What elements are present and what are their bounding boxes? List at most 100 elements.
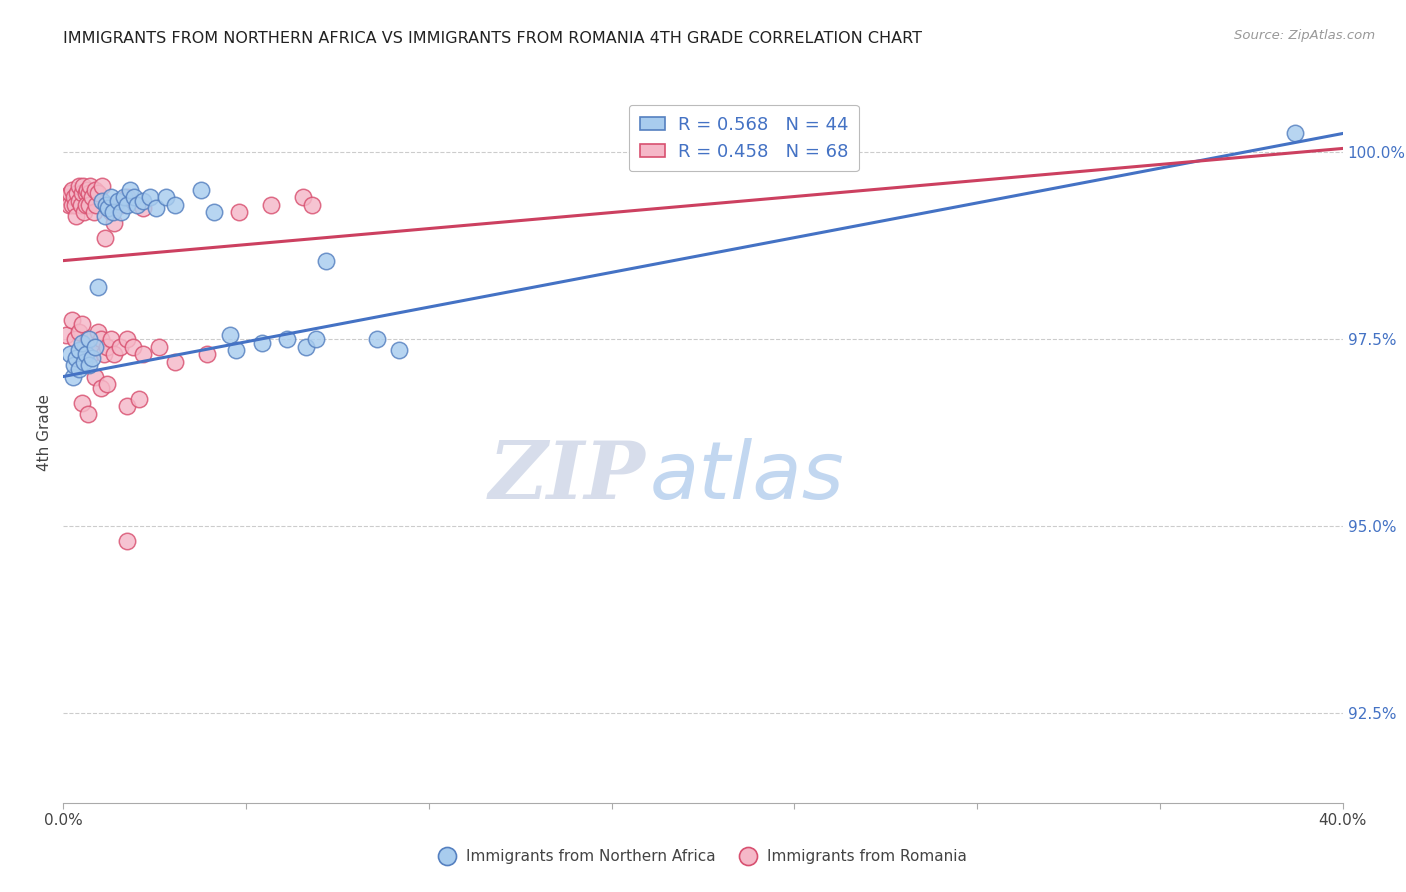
Point xyxy=(77,359,100,373)
Point xyxy=(225,343,247,358)
Point xyxy=(60,313,83,327)
Point xyxy=(94,209,117,223)
Point xyxy=(67,178,90,193)
Point xyxy=(87,186,110,201)
Point xyxy=(90,381,112,395)
Point xyxy=(77,186,100,201)
Point xyxy=(155,190,177,204)
Point xyxy=(218,328,240,343)
Text: atlas: atlas xyxy=(650,438,844,516)
Point xyxy=(250,335,273,350)
Point xyxy=(110,197,132,211)
Point xyxy=(90,178,112,193)
Point xyxy=(90,332,112,346)
Legend: R = 0.568   N = 44, R = 0.458   N = 68: R = 0.568 N = 44, R = 0.458 N = 68 xyxy=(628,104,859,171)
Point xyxy=(84,183,107,197)
Point xyxy=(163,354,186,368)
Point xyxy=(75,186,97,201)
Point xyxy=(110,205,132,219)
Point xyxy=(132,194,155,208)
Point xyxy=(73,205,96,219)
Point xyxy=(96,340,118,354)
Point xyxy=(59,347,82,361)
Point xyxy=(83,205,105,219)
Point xyxy=(67,194,90,208)
Point xyxy=(87,280,110,294)
Point xyxy=(128,392,150,406)
Point xyxy=(70,395,93,409)
Point xyxy=(125,197,148,211)
Point xyxy=(131,347,153,361)
Point xyxy=(100,332,122,346)
Point xyxy=(72,335,94,350)
Point xyxy=(291,190,314,204)
Point xyxy=(100,205,122,219)
Point xyxy=(115,332,138,346)
Point xyxy=(83,369,105,384)
Point xyxy=(76,183,98,197)
Point xyxy=(70,186,93,201)
Point xyxy=(60,197,83,211)
Text: ZIP: ZIP xyxy=(488,438,645,516)
Point xyxy=(77,407,100,421)
Point xyxy=(58,197,80,211)
Point xyxy=(93,347,115,361)
Point xyxy=(122,340,145,354)
Point xyxy=(103,216,125,230)
Point xyxy=(115,400,138,414)
Point xyxy=(66,186,89,201)
Point xyxy=(79,178,101,193)
Point xyxy=(65,332,87,346)
Point xyxy=(103,347,125,361)
Point xyxy=(132,201,155,215)
Point xyxy=(67,343,90,358)
Point xyxy=(228,205,250,219)
Point xyxy=(84,340,107,354)
Point xyxy=(79,197,101,211)
Point xyxy=(60,183,83,197)
Point xyxy=(96,197,118,211)
Point xyxy=(75,347,97,361)
Point xyxy=(67,362,90,376)
Point xyxy=(305,332,328,346)
Text: Immigrants from Romania: Immigrants from Romania xyxy=(768,848,967,863)
Point xyxy=(315,253,337,268)
Point xyxy=(84,197,107,211)
Point xyxy=(65,197,87,211)
Point xyxy=(145,201,167,215)
Point xyxy=(148,340,170,354)
Point xyxy=(108,340,131,354)
Point xyxy=(70,197,93,211)
Point xyxy=(301,197,323,211)
Point xyxy=(83,340,105,354)
Point xyxy=(138,190,160,204)
Text: Immigrants from Northern Africa: Immigrants from Northern Africa xyxy=(467,848,716,863)
Point xyxy=(100,190,122,204)
Point xyxy=(70,317,93,331)
Point xyxy=(87,325,110,339)
Point xyxy=(72,178,94,193)
Point xyxy=(65,209,87,223)
Y-axis label: 4th Grade: 4th Grade xyxy=(37,394,52,471)
Point xyxy=(195,347,218,361)
Point xyxy=(56,190,79,204)
Point xyxy=(80,347,103,361)
Point xyxy=(190,183,212,197)
Point xyxy=(1284,127,1306,141)
Point xyxy=(101,205,124,219)
Point xyxy=(388,343,411,358)
Point xyxy=(120,183,142,197)
Text: IMMIGRANTS FROM NORTHERN AFRICA VS IMMIGRANTS FROM ROMANIA 4TH GRADE CORRELATION: IMMIGRANTS FROM NORTHERN AFRICA VS IMMIG… xyxy=(63,31,922,46)
Point xyxy=(67,325,90,339)
Point xyxy=(65,351,87,365)
Point xyxy=(62,190,84,204)
Point xyxy=(80,351,103,365)
Point xyxy=(59,186,82,201)
Point xyxy=(90,194,112,208)
Point xyxy=(77,332,100,346)
Point xyxy=(165,197,187,211)
Point xyxy=(73,354,96,368)
Point xyxy=(80,190,103,204)
Text: Source: ZipAtlas.com: Source: ZipAtlas.com xyxy=(1234,29,1375,42)
Point xyxy=(107,194,129,208)
